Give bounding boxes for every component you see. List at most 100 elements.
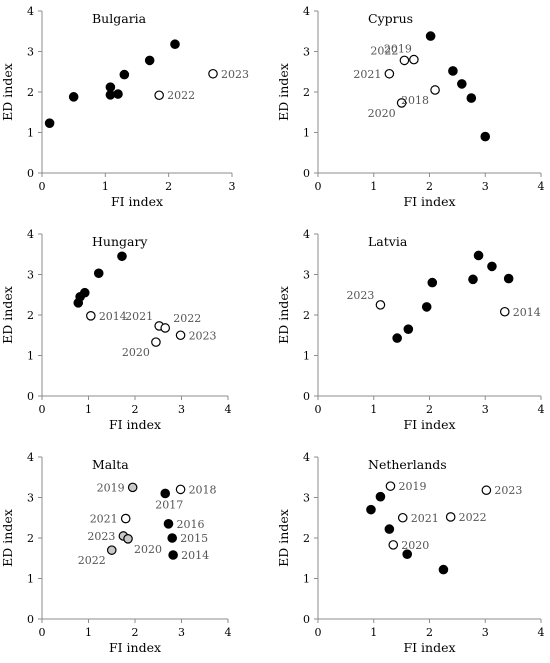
data-label: 2019 (384, 43, 412, 56)
x-tick-label: 3 (178, 626, 185, 639)
x-tick-label: 0 (39, 626, 46, 639)
data-label: 2022 (78, 554, 106, 567)
data-point (448, 66, 458, 76)
data-point (384, 524, 395, 534)
y-tick-label: 4 (27, 228, 34, 241)
panel-title: Latvia (368, 234, 408, 249)
data-point (499, 306, 510, 317)
data-point (457, 79, 467, 89)
panel-title: Bulgaria (92, 11, 147, 26)
x-tick-label: 2 (426, 626, 433, 639)
data-label: 2022 (173, 312, 201, 325)
data-point (409, 54, 419, 65)
data-label: 2020 (134, 543, 162, 556)
y-tick-label: 3 (303, 269, 310, 282)
x-tick-label: 2 (132, 403, 139, 416)
panel-title: Cyprus (368, 11, 413, 26)
x-axis-title: FI index (403, 194, 455, 209)
y-tick-label: 2 (27, 86, 34, 99)
data-label: 2020 (368, 107, 396, 120)
data-point (68, 92, 79, 102)
data-point (154, 90, 164, 101)
x-tick-label: 1 (85, 403, 92, 416)
y-tick-label: 4 (27, 5, 34, 18)
data-point (385, 481, 396, 491)
data-point (120, 513, 131, 524)
data-point (167, 533, 177, 543)
data-point (175, 330, 186, 341)
data-point (366, 504, 376, 515)
y-tick-label: 4 (303, 228, 310, 241)
data-label: 2023 (87, 530, 115, 543)
data-point (106, 545, 117, 555)
x-axis-title: FI index (403, 417, 455, 432)
panel-title: Malta (92, 457, 129, 472)
x-tick-label: 1 (85, 626, 92, 639)
data-point (117, 251, 127, 262)
data-point (168, 550, 178, 560)
x-axis-title: FI index (403, 640, 455, 655)
x-tick-label: 1 (370, 180, 377, 193)
x-tick-label: 3 (229, 180, 236, 193)
y-tick-label: 1 (303, 127, 310, 140)
data-label: 2021 (353, 68, 381, 81)
data-label: 2023 (221, 68, 249, 81)
x-tick-label: 2 (426, 180, 433, 193)
y-tick-label: 2 (27, 309, 34, 322)
data-point (397, 512, 408, 523)
y-axis-title: ED index (276, 63, 291, 121)
data-point (503, 273, 514, 284)
data-point (427, 277, 438, 288)
data-point (425, 31, 436, 41)
data-point (127, 482, 138, 493)
y-tick-label: 0 (27, 613, 34, 626)
data-label: 2022 (459, 511, 487, 524)
y-tick-label: 0 (303, 613, 310, 626)
data-point (399, 55, 410, 66)
data-label: 2023 (189, 329, 217, 342)
data-label: 2022 (167, 89, 195, 102)
data-label: 2017 (155, 498, 183, 511)
data-label: 2021 (125, 310, 153, 323)
y-tick-label: 0 (27, 390, 34, 403)
y-tick-label: 2 (303, 86, 310, 99)
data-label: 2023 (494, 484, 522, 497)
x-tick-label: 1 (370, 626, 377, 639)
y-tick-label: 2 (303, 532, 310, 545)
y-axis-title: ED index (276, 509, 291, 567)
data-point (481, 485, 492, 496)
y-tick-label: 3 (27, 492, 34, 505)
panel-title: Netherlands (368, 457, 447, 472)
x-tick-label: 1 (102, 180, 109, 193)
data-point (163, 519, 174, 529)
y-tick-label: 3 (303, 492, 310, 505)
data-point (170, 39, 180, 50)
x-tick-label: 3 (482, 626, 489, 639)
y-axis-title: ED index (276, 286, 291, 344)
data-point (151, 337, 161, 347)
data-point (208, 68, 218, 79)
x-tick-label: 3 (482, 403, 489, 416)
x-tick-label: 1 (370, 403, 377, 416)
x-tick-label: 0 (39, 403, 46, 416)
data-label: 2018 (189, 483, 217, 496)
data-point (79, 287, 90, 298)
y-tick-label: 3 (27, 46, 34, 59)
x-axis-title: FI index (111, 194, 163, 209)
y-tick-label: 1 (27, 350, 34, 363)
data-point (473, 250, 484, 261)
data-point (388, 540, 399, 550)
data-label: 2014 (181, 549, 209, 562)
y-axis-title: ED index (0, 286, 15, 344)
data-point (438, 564, 449, 575)
data-label: 2021 (411, 512, 439, 525)
x-tick-label: 0 (315, 180, 322, 193)
data-point (487, 261, 497, 272)
data-point (105, 82, 116, 92)
x-tick-label: 2 (132, 626, 139, 639)
data-point (113, 89, 123, 99)
y-axis-title: ED index (0, 509, 15, 567)
x-tick-label: 4 (538, 403, 545, 416)
data-label: 2018 (401, 94, 429, 107)
